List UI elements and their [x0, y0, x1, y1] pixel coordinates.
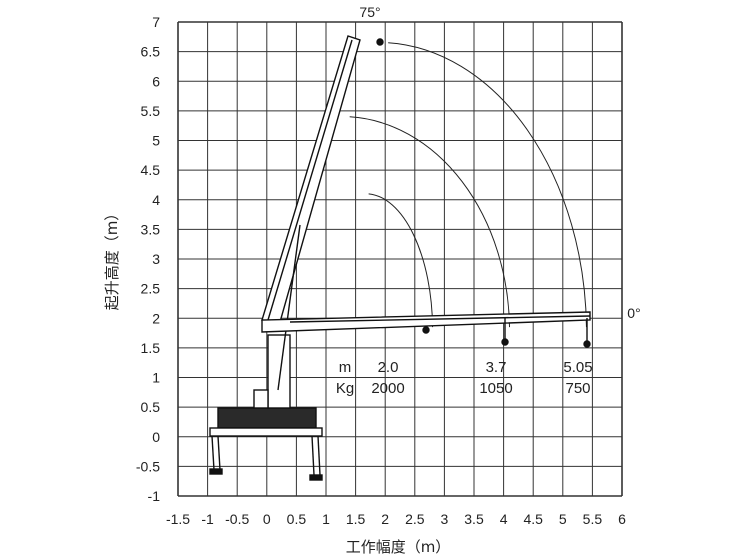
angle-max-label: 75° [359, 4, 380, 20]
boom-raised-inner [267, 39, 353, 321]
boom-raised-hook [376, 38, 384, 46]
x-tick-label: 3 [441, 511, 449, 527]
crane-illustration [209, 35, 591, 481]
y-tick-label: 7 [152, 14, 160, 30]
load-table-radius: 5.05 [563, 359, 592, 376]
working-radius-arcs [349, 42, 587, 328]
angle-min-label: 0° [627, 305, 640, 321]
boom-raised-cylinder [277, 224, 301, 391]
crane-column [267, 334, 291, 409]
x-tick-label: 2 [381, 511, 389, 527]
y-tick-label: 1 [152, 370, 160, 386]
x-tick-label: 0 [263, 511, 271, 527]
outrigger-left [211, 435, 215, 471]
y-tick-label: 3.5 [141, 221, 161, 237]
y-tick-label: 0.5 [141, 399, 161, 415]
x-tick-label: 4.5 [523, 511, 543, 527]
outrigger-right [311, 435, 315, 476]
outrigger-left-inner [217, 435, 221, 471]
load-table-load: 2000 [371, 380, 404, 397]
load-table-load: 1050 [479, 380, 512, 397]
outrigger-foot-left [209, 468, 223, 475]
outrigger-foot-right [309, 474, 323, 481]
tick-labels: -1.5 -1 -0.5 0 0.5 1 1.5 2 2.5 3 3.5 4 4.5 5 5.5 6 7 6.5 6… [136, 14, 626, 527]
x-tick-label: 3.5 [464, 511, 484, 527]
working-radius-arc [349, 116, 511, 328]
load-table-radius: 2.0 [378, 359, 399, 376]
x-tick-label: 2.5 [405, 511, 425, 527]
y-tick-label: 6 [152, 73, 160, 89]
crane-column-base [253, 389, 269, 409]
y-tick-label: 4.5 [141, 162, 161, 178]
crane-base [217, 407, 317, 429]
y-tick-label: 5.5 [141, 103, 161, 119]
x-tick-label: 5 [559, 511, 567, 527]
load-table-load: 750 [565, 380, 590, 397]
x-tick-label: -1 [201, 511, 214, 527]
crane-base-frame [209, 427, 323, 437]
x-tick-label: 0.5 [287, 511, 307, 527]
x-tick-label: 4 [500, 511, 508, 527]
x-tick-label: 5.5 [583, 511, 603, 527]
y-axis-label: 起升高度（m） [103, 206, 121, 311]
y-tick-label: 2 [152, 310, 160, 326]
y-tick-label: 5 [152, 133, 160, 149]
load-table-row-label-radius: m [339, 359, 352, 376]
y-tick-label: 6.5 [141, 44, 161, 60]
hook-2m [422, 326, 430, 334]
y-tick-label: 2.5 [141, 281, 161, 297]
x-tick-label: -1.5 [166, 511, 190, 527]
y-tick-label: 1.5 [141, 340, 161, 356]
load-table: m Kg 2.0 3.7 5.05 2000 1050 750 [336, 359, 593, 397]
y-tick-label: 3 [152, 251, 160, 267]
y-tick-label: -0.5 [136, 458, 160, 474]
boom-horizontal-inner [289, 315, 591, 323]
working-radius-arc [368, 193, 434, 328]
load-table-radius: 3.7 [486, 359, 507, 376]
x-tick-label: 1.5 [346, 511, 366, 527]
y-tick-label: -1 [148, 488, 161, 504]
x-tick-label: -0.5 [225, 511, 249, 527]
x-axis-label: 工作幅度（m） [346, 538, 451, 556]
x-tick-label: 1 [322, 511, 330, 527]
x-tick-label: 6 [618, 511, 626, 527]
working-radius-arc [388, 42, 587, 328]
y-tick-label: 4 [152, 192, 160, 208]
y-tick-label: 0 [152, 429, 160, 445]
load-table-row-label-load: Kg [336, 380, 354, 397]
outrigger-right-inner [317, 435, 321, 476]
